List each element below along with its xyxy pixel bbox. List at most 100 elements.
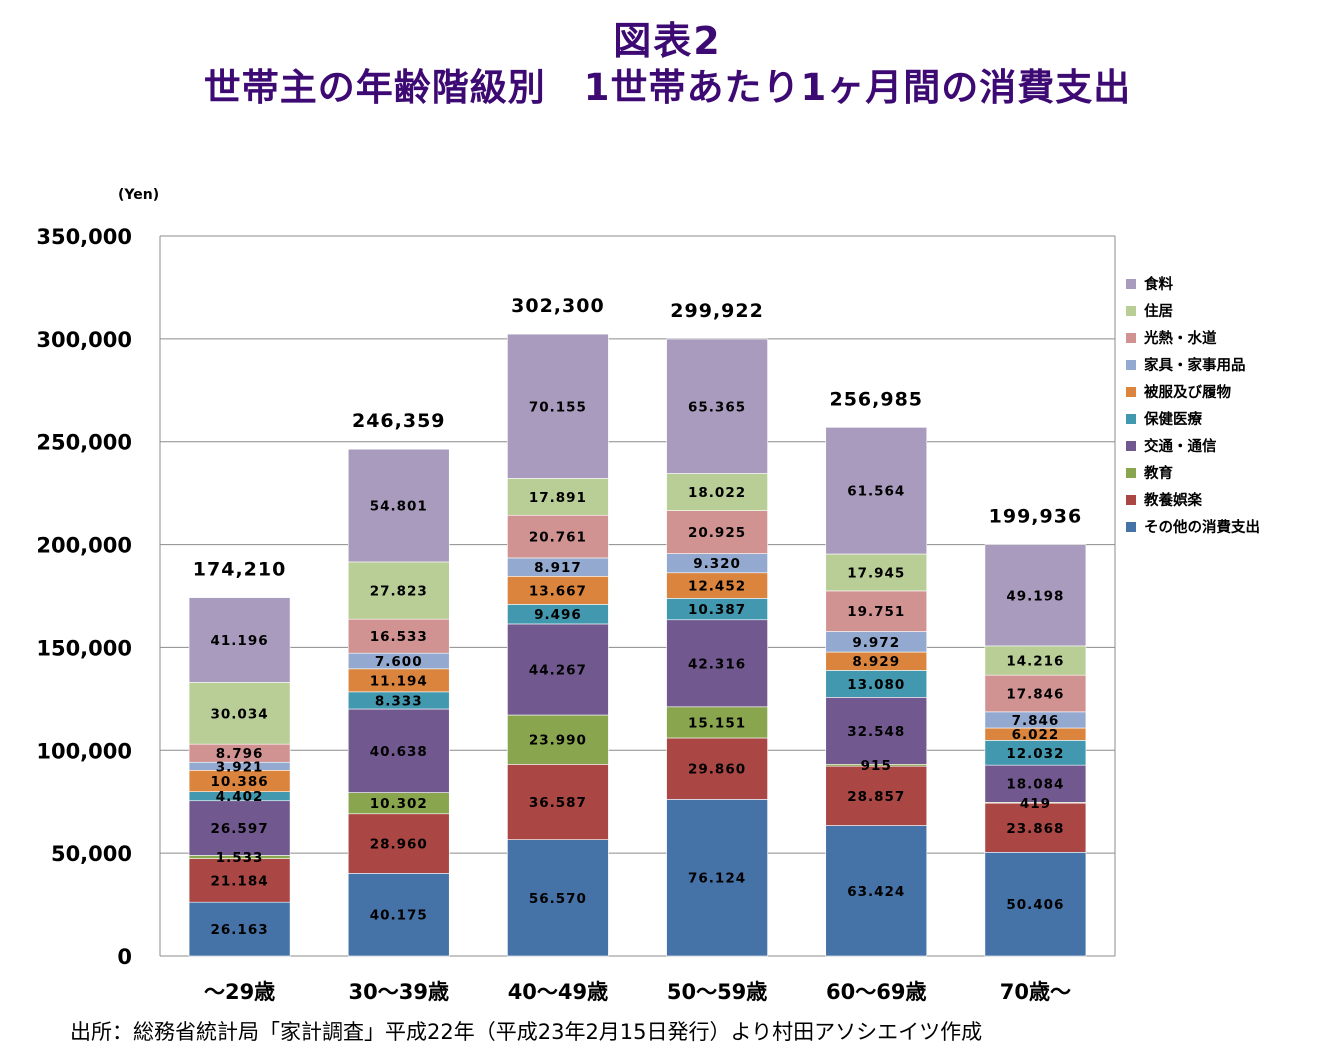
source-note: 出所：総務省統計局「家計調査」平成22年（平成23年2月15日発行）より村田アソ… <box>70 1020 983 1044</box>
bar-segment <box>507 478 609 516</box>
segment-value-label: 18.084 <box>1006 777 1064 793</box>
bar-segment <box>666 619 768 708</box>
bar-segment <box>666 706 768 739</box>
axes <box>159 236 1116 957</box>
bar-segment <box>984 544 1087 647</box>
bar-segment <box>666 338 768 474</box>
segment-value-label: 40.175 <box>370 908 428 924</box>
y-tick-label: 50,000 <box>51 842 132 866</box>
x-axis-category-labels: ～29歳 30～39歳 40～49歳 50～59歳 60～69歳 70歳～ <box>204 980 1071 1004</box>
bar-segment <box>984 852 1087 957</box>
segment-value-label: 63.424 <box>847 884 905 900</box>
x-category-label: 60～69歳 <box>826 980 926 1004</box>
segment-value-label: 19.751 <box>847 604 905 620</box>
segment-value-label: 42.316 <box>688 656 746 672</box>
segment-value-label: 8.929 <box>852 654 900 670</box>
segment-value-label: 17.891 <box>529 490 587 506</box>
segment-value-label: 20.761 <box>529 530 587 546</box>
legend-swatch <box>1126 306 1136 316</box>
segment-value-label: 15.151 <box>688 715 746 731</box>
chart-title-line2: 世帯主の年齢階級別 1世帯あたり1ヶ月間の消費支出 <box>203 66 1132 109</box>
bar-total-labels: 174,210 246,359 302,300 299,922 256,985 199,9… <box>193 295 1083 580</box>
bar-total-label: 302,300 <box>511 295 605 317</box>
segment-value-label: 7.600 <box>375 654 423 670</box>
segment-value-label: 18.022 <box>688 485 746 501</box>
gridlines <box>160 235 1115 854</box>
segment-value-label: 8.796 <box>216 746 264 762</box>
segment-value-label: 10.387 <box>688 602 746 618</box>
bar-segment <box>188 858 291 903</box>
x-category-label: 50～59歳 <box>667 980 767 1004</box>
legend-swatch <box>1126 387 1136 397</box>
bar-total-label: 199,936 <box>989 506 1083 528</box>
segment-value-label: 28.960 <box>370 837 428 853</box>
bar-segment <box>188 597 291 683</box>
bars <box>188 333 1087 957</box>
segment-value-label: 23.868 <box>1006 821 1064 837</box>
legend-label: 交通・通信 <box>1144 437 1217 455</box>
legend-label: 被服及び履物 <box>1144 383 1231 401</box>
segment-value-label: 76.124 <box>688 871 746 887</box>
bar-segment <box>825 553 928 592</box>
segment-value-label: 3.921 <box>216 759 264 775</box>
bar-segment <box>188 901 291 957</box>
y-tick-label: 300,000 <box>36 328 132 352</box>
segment-value-label: 27.823 <box>370 584 428 600</box>
segment-value-label: 26.597 <box>211 821 269 837</box>
segment-value-label: 50.406 <box>1006 897 1064 913</box>
y-axis-unit-label: (Yen) <box>118 187 159 203</box>
segment-value-label: 17.846 <box>1006 687 1064 703</box>
bar-segment <box>825 427 928 555</box>
legend-label: 住居 <box>1144 302 1173 320</box>
bar-total-label: 246,359 <box>352 410 446 432</box>
x-category-label: 30～39歳 <box>349 980 449 1004</box>
segment-value-label: 23.990 <box>529 733 587 749</box>
segment-value-label: 54.801 <box>370 499 428 515</box>
segment-value-labels: 26.16321.1841.53326.5974.40210.3863.9218… <box>211 399 1064 938</box>
segment-value-label: 36.587 <box>529 795 587 811</box>
segment-value-label: 419 <box>1020 796 1051 812</box>
segment-value-label: 40.638 <box>370 744 428 760</box>
x-category-label: ～29歳 <box>204 980 275 1004</box>
bar-segment <box>507 623 609 716</box>
legend-swatch <box>1126 279 1136 289</box>
bar-segment <box>347 873 450 957</box>
segment-value-label: 13.667 <box>529 583 587 599</box>
y-tick-label: 150,000 <box>36 636 132 660</box>
bar-segment <box>984 764 1087 803</box>
segment-value-label: 13.080 <box>847 677 905 693</box>
legend-swatch <box>1126 414 1136 424</box>
y-axis-tick-labels: 0 50,000 100,000 150,000 200,000 250,000 300,0… <box>36 225 132 969</box>
chart-title-line1: 図表2 <box>613 19 722 63</box>
y-tick-label: 250,000 <box>36 431 132 455</box>
bar-segment <box>507 514 609 559</box>
bar-segment <box>347 618 450 654</box>
segment-value-label: 32.548 <box>847 724 905 740</box>
segment-value-label: 9.320 <box>693 556 741 572</box>
segment-value-label: 7.846 <box>1012 713 1060 729</box>
legend-label: 教育 <box>1143 464 1173 482</box>
segment-value-label: 6.022 <box>1012 727 1060 743</box>
segment-value-label: 9.972 <box>852 635 900 651</box>
segment-value-label: 8.333 <box>375 693 423 709</box>
legend-label: 家具・家事用品 <box>1144 356 1246 374</box>
bar-segment <box>347 561 450 620</box>
segment-value-label: 65.365 <box>688 399 746 415</box>
bar-segment <box>666 799 768 957</box>
legend-label: 光熱・水道 <box>1143 329 1217 347</box>
legend-swatch <box>1126 333 1136 343</box>
y-tick-label: 200,000 <box>36 534 132 558</box>
segment-value-label: 16.533 <box>370 629 428 645</box>
bar-segment <box>188 800 291 856</box>
segment-value-label: 17.945 <box>847 565 905 581</box>
segment-value-label: 49.198 <box>1006 588 1064 604</box>
legend-swatch <box>1126 522 1136 532</box>
bar-total-label: 299,922 <box>670 300 764 322</box>
segment-value-label: 44.267 <box>529 662 587 678</box>
bar-segment <box>507 333 609 479</box>
legend-label: その他の消費支出 <box>1144 518 1260 536</box>
bar-segment <box>984 645 1087 676</box>
bar-segment <box>347 448 450 563</box>
bar-segment <box>666 737 768 800</box>
segment-value-label: 11.194 <box>370 673 428 689</box>
